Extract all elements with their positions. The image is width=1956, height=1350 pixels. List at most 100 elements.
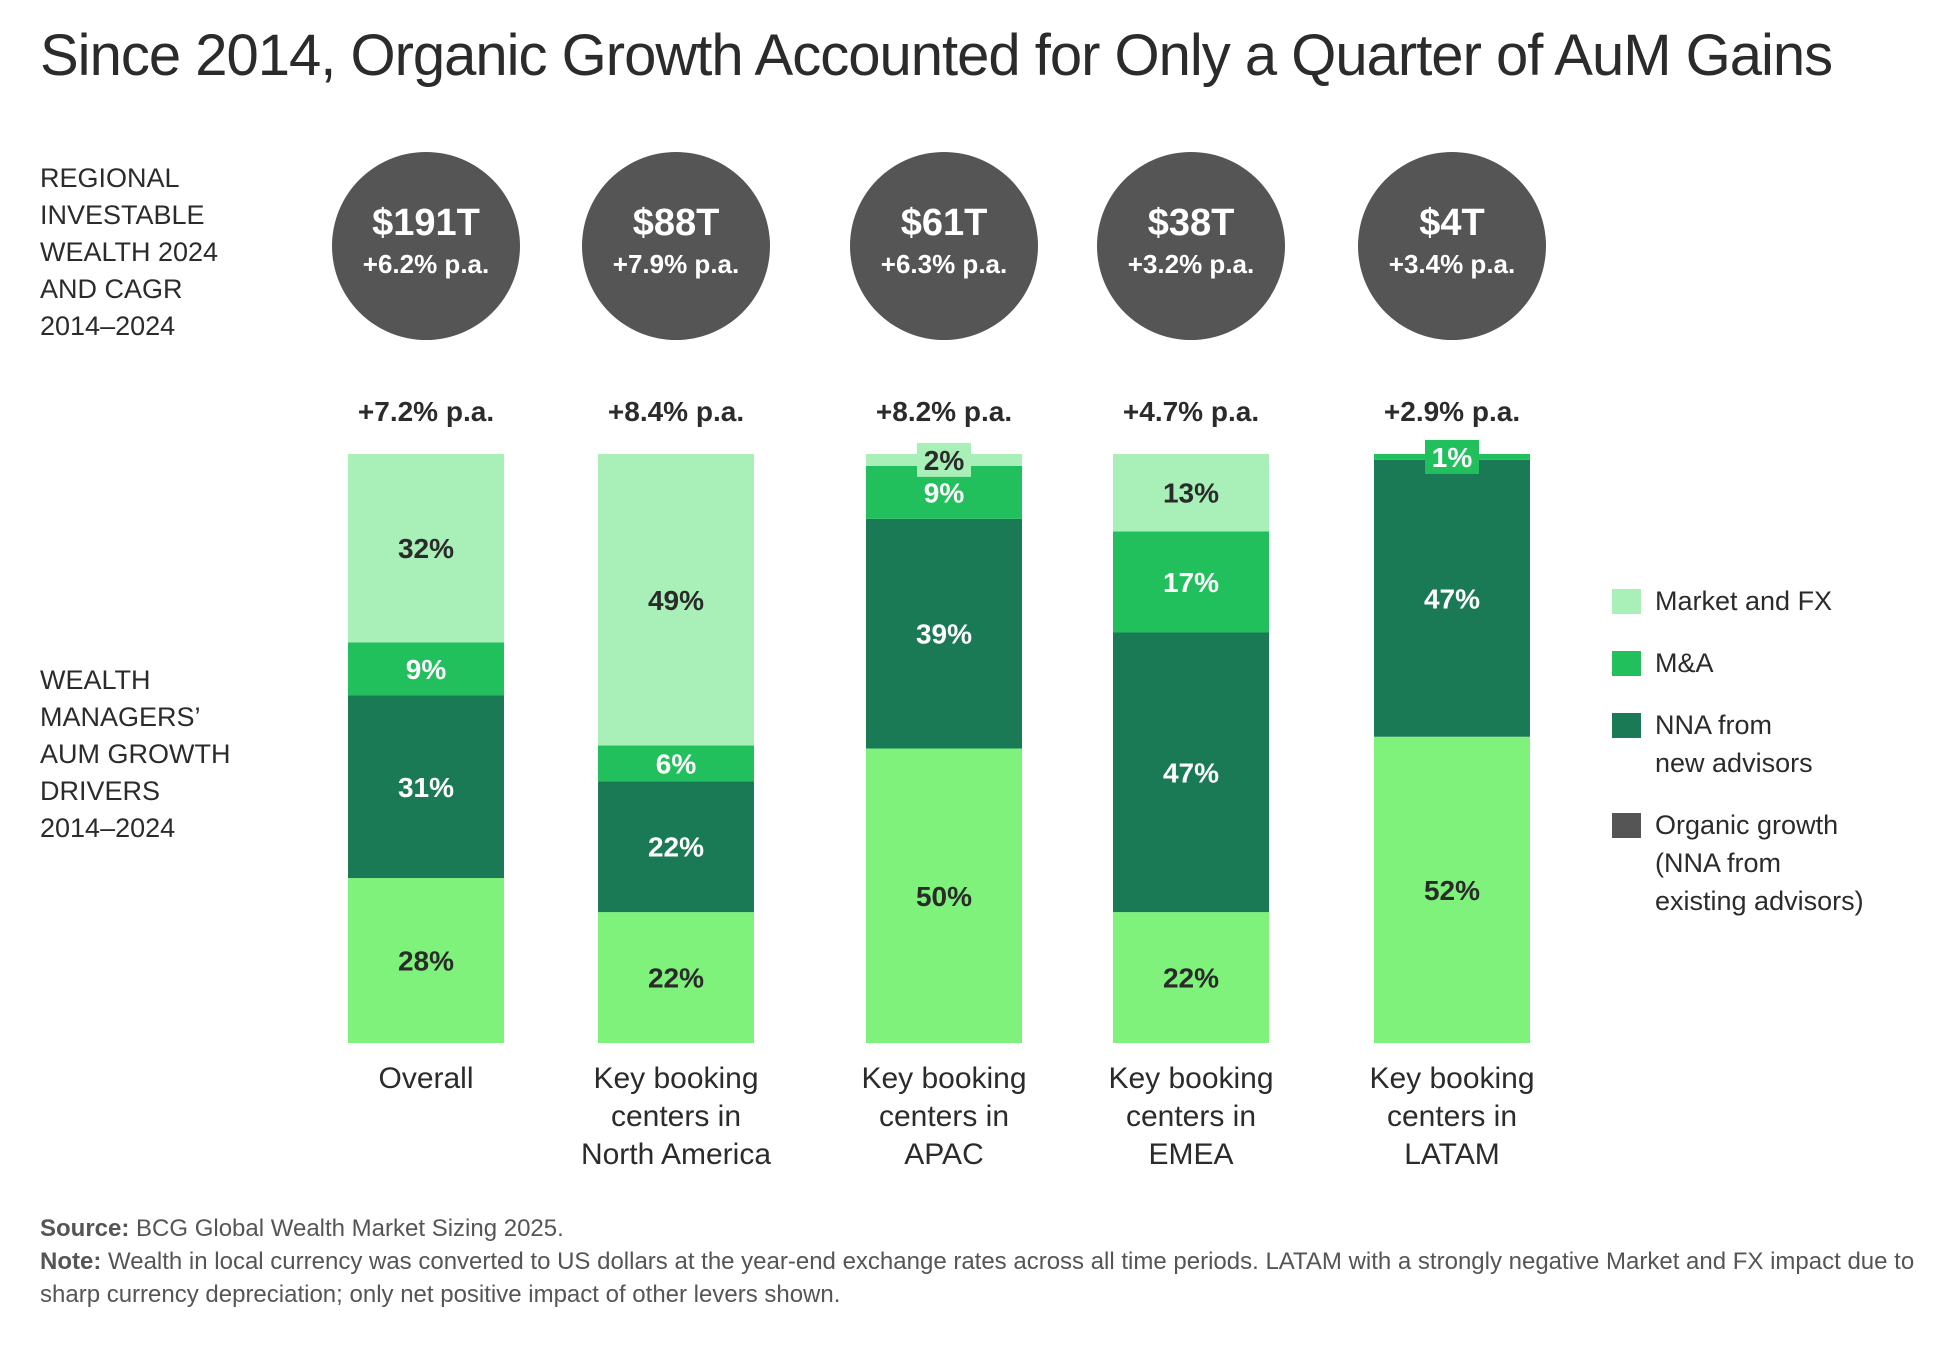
wealth-cagr: +3.2% p.a. [1127,249,1255,279]
wealth-cagr: +6.2% p.a. [362,249,490,279]
category-label-line: APAC [904,1138,984,1171]
source-label: Source: [40,1215,130,1242]
label-line: AND CAGR [40,274,183,304]
bar-segment-nna_new [1113,632,1269,913]
label-line: INVESTABLE [40,200,205,230]
label-line: MANAGERS’ [40,702,201,732]
bar-segment-organic [1374,736,1530,1043]
data-label: 31% [398,772,454,803]
legend-label-line: Organic growth [1655,810,1839,840]
bar-segment-nna_new [1374,459,1530,737]
wealth-circle: $61T +6.3% p.a. [850,152,1038,340]
bar-segment-nna_new [598,781,754,913]
small-label-box [1425,439,1479,474]
legend-item-market_fx: Market and FX [1612,582,1864,620]
wealth-value: $4T [1419,202,1485,244]
legend-label-line: M&A [1655,648,1714,678]
legend-label: Market and FX [1655,582,1832,620]
data-label: 1% [1432,442,1473,473]
data-label: 39% [916,619,972,650]
data-label: 13% [1163,478,1219,509]
bar-segment-market_fx [1113,454,1269,532]
data-label: 9% [924,477,965,508]
category-label-line: Overall [378,1062,474,1095]
legend-swatch [1612,813,1641,838]
wealth-circle: $88T +7.9% p.a. [582,152,770,340]
bar-segment-organic [348,878,504,1043]
footer: Source: BCG Global Wealth Market Sizing … [40,1212,1920,1311]
legend-label: NNA from new advisors [1655,706,1813,782]
legend-label: Organic growth (NNA from existing advisors… [1655,806,1864,920]
aum-cagr: +7.2% p.a. [357,396,495,427]
drivers-row-label: WEALTH MANAGERS’ AUM GROWTH DRIVERS 2014… [40,662,230,847]
label-line: WEALTH [40,665,151,695]
category-label-line: Key booking [1369,1062,1535,1095]
data-label: 28% [398,946,454,977]
bar-segment-ma [1374,454,1530,460]
category-label: Overall [296,1060,556,1098]
label-line: DRIVERS [40,776,161,806]
data-label: 22% [648,963,704,994]
label-line: WEALTH 2024 [40,237,219,267]
legend-label-line: NNA from [1655,710,1773,740]
source-note: Source: BCG Global Wealth Market Sizing … [40,1212,1920,1245]
category-label-line: LATAM [1404,1138,1500,1171]
wealth-row-label: REGIONAL INVESTABLE WEALTH 2024 AND CAGR… [40,160,218,345]
category-label-line: centers in [1125,1100,1257,1133]
legend-swatch [1612,589,1641,614]
bar-segment-market_fx [598,454,754,746]
data-label: 9% [406,654,447,685]
bar-segment-nna_new [866,518,1022,749]
wealth-cagr: +6.3% p.a. [880,249,1008,279]
bar-segment-market_fx [348,454,504,643]
data-label: 22% [1163,963,1219,994]
data-label: 52% [1424,875,1480,906]
legend-label-line: Market and FX [1655,586,1833,616]
legend-label-line: new advisors [1655,748,1813,778]
aum-cagr: +2.9% p.a. [1383,396,1521,427]
category-label-line: Key booking [1108,1062,1274,1095]
label-line: 2014–2024 [40,813,176,843]
data-label: 32% [398,533,454,564]
category-label-line: centers in [1386,1100,1518,1133]
label-line: AUM GROWTH [40,739,231,769]
legend-label-line: existing advisors) [1655,886,1864,916]
aum-cagr: +8.2% p.a. [875,396,1013,427]
data-label: 6% [656,748,697,779]
data-label: 2% [924,445,965,476]
legend: Market and FX M&A NNA from new advisors Orga… [1612,582,1864,944]
data-label: 47% [1424,583,1480,614]
label-line: REGIONAL [40,163,180,193]
category-label-line: North America [580,1138,772,1171]
wealth-circle: $38T +3.2% p.a. [1097,152,1285,340]
label-line: 2014–2024 [40,311,176,341]
data-label: 50% [916,881,972,912]
legend-label-line: (NNA from [1655,848,1782,878]
data-label: 17% [1163,567,1219,598]
wealth-value: $38T [1147,202,1235,244]
wealth-circle: $191T +6.2% p.a. [332,152,520,340]
bar-segment-ma [348,642,504,696]
category-label-line: EMEA [1148,1138,1234,1171]
bar-segment-ma [1113,531,1269,633]
bar-segment-nna_new [348,695,504,879]
wealth-value: $88T [632,202,720,244]
bar-segment-organic [598,912,754,1043]
aum-cagr: +8.4% p.a. [607,396,745,427]
note: Note: Wealth in local currency was conve… [40,1245,1920,1311]
legend-label: M&A [1655,644,1714,682]
legend-item-nna_new: NNA from new advisors [1612,706,1864,782]
legend-item-ma: M&A [1612,644,1864,682]
legend-item-organic_legend: Organic growth (NNA from existing advisors… [1612,806,1864,920]
bar-segment-ma [866,465,1022,519]
category-label-line: centers in [878,1100,1010,1133]
small-label-box [917,442,971,477]
chart-title: Since 2014, Organic Growth Accounted for… [40,23,1833,88]
wealth-cagr: +3.4% p.a. [1388,249,1516,279]
bar-segment-ma [598,745,754,782]
wealth-value: $191T [372,202,480,244]
category-label: Key booking centers in APAC [814,1060,1074,1174]
category-label: Key booking centers in EMEA [1061,1060,1321,1174]
legend-swatch [1612,651,1641,676]
data-label: 22% [648,832,704,863]
